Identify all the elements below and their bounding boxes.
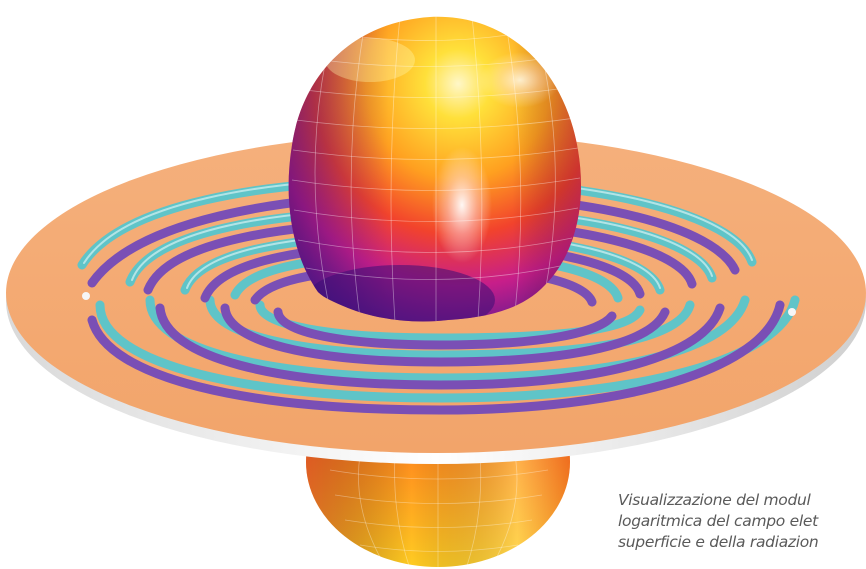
bottom-radiation-lobe [306,452,570,569]
caption-line-1: Visualizzazione del modul [618,491,811,509]
figure-caption: Visualizzazione del modul logaritmica de… [618,490,866,569]
caption-line-2: logaritmica del campo elet [618,512,818,530]
top-radiation-lobe [288,16,582,322]
caption-line-3: superficie e della radiazion [618,533,819,551]
